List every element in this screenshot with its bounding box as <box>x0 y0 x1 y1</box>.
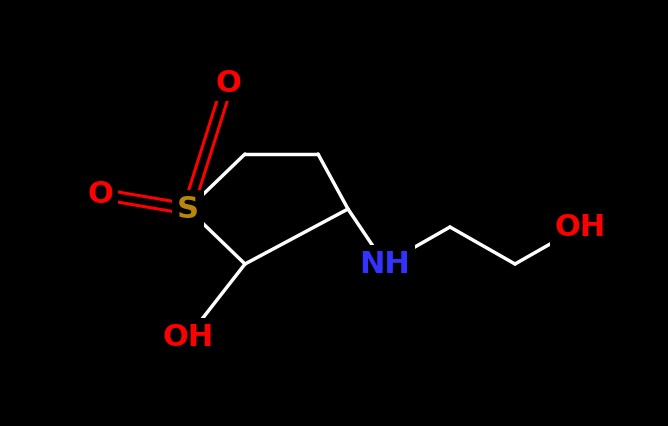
Text: O: O <box>215 68 241 97</box>
Text: NH: NH <box>359 250 410 279</box>
Text: S: S <box>177 195 199 224</box>
Text: O: O <box>87 180 113 209</box>
Text: OH: OH <box>554 213 606 242</box>
Text: OH: OH <box>162 323 214 352</box>
